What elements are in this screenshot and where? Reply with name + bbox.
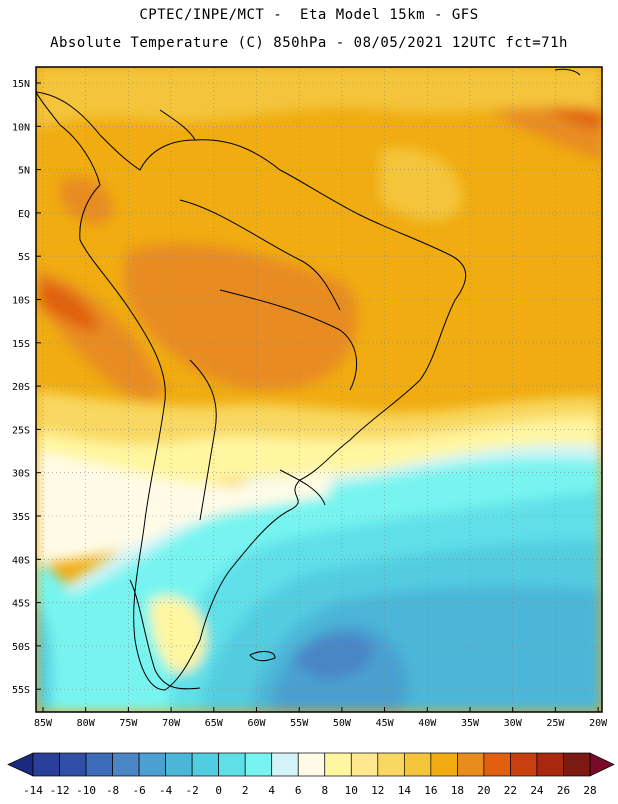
latitude-label: 15N xyxy=(12,79,30,90)
latitude-label: 20S xyxy=(12,382,30,393)
colorbar-swatch xyxy=(483,752,511,777)
colorbar-tick-label: 18 xyxy=(451,784,464,797)
colorbar-tick-label: 24 xyxy=(530,784,544,797)
colorbar-swatch xyxy=(324,752,352,777)
colorbar-tick-label: 2 xyxy=(242,784,249,797)
latitude-label: EQ xyxy=(18,209,30,220)
colorbar-swatch xyxy=(138,752,166,777)
colorbar-swatch xyxy=(457,752,485,777)
latitude-label: 15S xyxy=(12,339,30,350)
latitude-label: 25S xyxy=(12,425,30,436)
colorbar-tick-label: 10 xyxy=(345,784,358,797)
longitude-label: 85W xyxy=(34,718,53,729)
colorbar-tick-label: -10 xyxy=(76,784,96,797)
colorbar-tick-label: 4 xyxy=(268,784,275,797)
colorbar-swatch xyxy=(271,752,299,777)
plot-frame xyxy=(35,66,603,713)
longitude-label: 80W xyxy=(77,718,96,729)
colorbar-swatch xyxy=(563,752,591,777)
colorbar-tick-label: 20 xyxy=(477,784,490,797)
colorbar-swatch xyxy=(59,752,87,777)
colorbar-tick-label: 0 xyxy=(215,784,222,797)
colorbar-tick-label: 8 xyxy=(321,784,328,797)
colorbar-swatch xyxy=(85,752,113,777)
longitude-label: 75W xyxy=(119,718,138,729)
longitude-label: 20W xyxy=(589,718,608,729)
colorbar-tick-label: 16 xyxy=(424,784,437,797)
longitude-label: 70W xyxy=(162,718,181,729)
colorbar-tick-label: -4 xyxy=(159,784,173,797)
coastlines xyxy=(35,68,581,691)
latitude-label: 40S xyxy=(12,555,30,566)
longitude-label: 55W xyxy=(290,718,309,729)
longitude-label: 65W xyxy=(205,718,224,729)
longitude-label: 25W xyxy=(546,718,565,729)
colorbar-tick-label: -2 xyxy=(186,784,199,797)
longitude-label: 30W xyxy=(504,718,523,729)
colorbar-swatch xyxy=(112,752,140,777)
colorbar-over-arrow xyxy=(589,752,615,777)
colorbar-tick-label: -12 xyxy=(50,784,70,797)
latitude-label: 10N xyxy=(12,122,30,133)
colorbar-swatch xyxy=(32,752,60,777)
colorbar-tick-label: -6 xyxy=(132,784,145,797)
longitude-label: 60W xyxy=(247,718,266,729)
colorbar-swatch xyxy=(350,752,379,777)
latitude-label: 10S xyxy=(12,296,30,307)
colorbar-swatch xyxy=(244,752,273,777)
longitude-label: 35W xyxy=(461,718,480,729)
latitude-label: 5S xyxy=(18,252,30,263)
latitude-label: 5N xyxy=(18,166,30,177)
temperature-field xyxy=(36,67,602,712)
colorbar-swatch xyxy=(218,752,246,777)
colorbar-swatch xyxy=(510,752,538,777)
longitude-label: 50W xyxy=(333,718,352,729)
colorbar-tick-label: 28 xyxy=(583,784,596,797)
latitude-label: 30S xyxy=(12,469,30,480)
colorbar-under-arrow xyxy=(7,752,34,777)
latitude-axis: 15N 10N 5N EQ 5S 10S 15S 20S 25S 30S 35S 40S 45S 50S 5… xyxy=(12,79,41,696)
colorbar-swatch xyxy=(403,752,432,777)
longitude-label: 45W xyxy=(376,718,395,729)
colorbar-swatch xyxy=(297,752,326,777)
colorbar-tick-label: -14 xyxy=(23,784,43,797)
colorbar-swatch xyxy=(536,752,564,777)
longitude-axis: 85W 80W 75W 70W 65W 60W 55W 50W 45W 40W 35W 30W 25W 2… xyxy=(34,707,608,729)
colorbar-tick-label: 12 xyxy=(371,784,384,797)
colorbar-tick-label: 6 xyxy=(295,784,302,797)
latitude-label: 55S xyxy=(12,685,30,696)
colorbar-tick-label: -8 xyxy=(106,784,119,797)
map-title: CPTEC/INPE/MCT - Eta Model 15km - GFS xyxy=(139,7,479,23)
latitude-label: 35S xyxy=(12,512,30,523)
latitude-label: 45S xyxy=(12,599,30,610)
color-legend: -14 -12 -10 -8 -6 -4 -2 0 2 4 6 8 10 12 14 16 18 20 22 24 26… xyxy=(7,752,615,797)
colorbar-tick-label: 26 xyxy=(557,784,570,797)
colorbar-swatch xyxy=(165,752,193,777)
colorbar-swatch xyxy=(191,752,220,777)
longitude-label: 40W xyxy=(418,718,437,729)
colorbar-swatch xyxy=(377,752,405,777)
map-subtitle: Absolute Temperature (C) 850hPa - 08/05/… xyxy=(50,35,568,51)
colorbar-tick-label: 14 xyxy=(398,784,412,797)
latitude-label: 50S xyxy=(12,642,30,653)
colorbar-swatch xyxy=(430,752,458,777)
colorbar-tick-label: 22 xyxy=(504,784,517,797)
